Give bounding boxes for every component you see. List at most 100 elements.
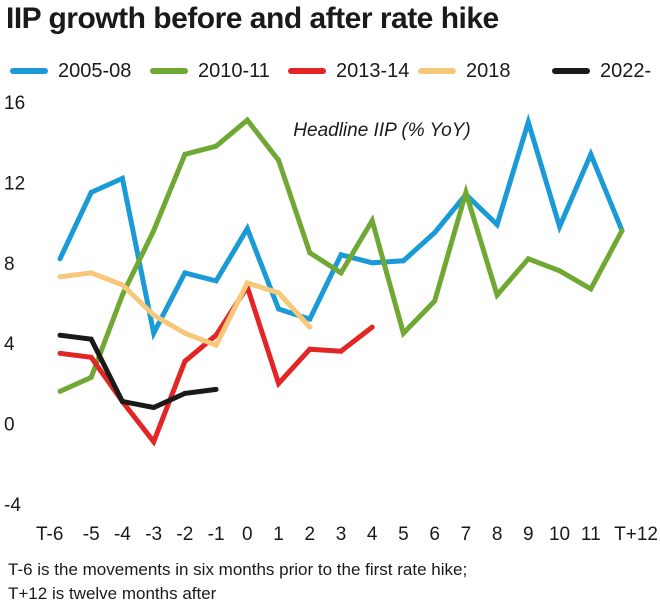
- x-tick-label: 11: [581, 524, 601, 545]
- x-tick-label: 8: [492, 524, 503, 545]
- x-tick-label: 5: [398, 524, 409, 545]
- y-tick-label: -4: [4, 495, 21, 516]
- data-point-2022: [57, 332, 63, 338]
- data-point-2013-14: [369, 324, 375, 330]
- y-tick-label: 12: [4, 173, 25, 194]
- data-point-2005-08: [432, 230, 438, 236]
- series-line-2022: [59, 332, 217, 411]
- data-point-2005-08: [88, 189, 94, 195]
- data-point-2022: [182, 390, 188, 396]
- legend-swatch-2018: [418, 68, 456, 74]
- data-point-2018: [213, 342, 219, 348]
- data-point-2010-11: [463, 189, 469, 195]
- legend-label-2005-08: 2005-08: [58, 59, 132, 82]
- x-tick-label: 6: [429, 524, 440, 545]
- y-tick-label: 0: [4, 415, 15, 436]
- y-tick-label: 8: [4, 254, 15, 275]
- footnote: T-6 is the movements in six months prior…: [8, 558, 467, 606]
- x-tick-label: -2: [176, 524, 193, 545]
- x-tick-label: 10: [549, 524, 570, 545]
- legend-item-2022: 2022-: [552, 56, 651, 86]
- data-point-2010-11: [432, 298, 438, 304]
- data-point-2013-14: [182, 358, 188, 364]
- data-point-2010-11: [557, 268, 563, 274]
- x-tick-label: -1: [208, 524, 225, 545]
- legend-label-2018: 2018: [466, 59, 511, 82]
- data-point-2018: [88, 270, 94, 276]
- x-tick-label: 2: [304, 524, 315, 545]
- x-tick-label: 4: [367, 524, 378, 545]
- data-point-2013-14: [338, 348, 344, 354]
- x-tick-label: 1: [273, 524, 284, 545]
- data-point-2005-08: [307, 316, 313, 322]
- series-2018: [57, 270, 313, 349]
- data-point-2010-11: [400, 330, 406, 336]
- legend-swatch-2005-08: [10, 68, 48, 74]
- data-point-2022: [213, 386, 219, 392]
- data-point-2013-14: [213, 332, 219, 338]
- data-point-2005-08: [213, 278, 219, 284]
- data-point-2018: [307, 324, 313, 330]
- data-point-2018: [57, 274, 63, 280]
- legend-item-2013-14: 2013-14: [288, 56, 409, 86]
- chart-legend: 2005-08 2010-11 2013-14 2018 2022-: [0, 56, 660, 86]
- data-point-2010-11: [88, 374, 94, 380]
- data-point-2005-08: [57, 256, 63, 262]
- data-point-2005-08: [557, 224, 563, 230]
- data-point-2010-11: [244, 117, 250, 123]
- footnote-line-2: T+12 is twelve months after: [8, 584, 217, 603]
- data-point-2005-08: [338, 252, 344, 258]
- chart-title: IIP growth before and after rate hike: [6, 2, 499, 35]
- x-tick-label: -4: [114, 524, 131, 545]
- data-point-2005-08: [400, 258, 406, 264]
- legend-swatch-2010-11: [150, 68, 188, 74]
- data-point-2010-11: [588, 286, 594, 292]
- data-point-2018: [119, 282, 125, 288]
- data-point-2013-14: [151, 439, 157, 445]
- data-point-2010-11: [182, 151, 188, 157]
- legend-item-2005-08: 2005-08: [10, 56, 131, 86]
- data-point-2010-11: [151, 228, 157, 234]
- data-point-2010-11: [494, 292, 500, 298]
- x-tick-label: 3: [336, 524, 347, 545]
- data-point-2022: [119, 399, 125, 404]
- x-tick-label: -3: [145, 524, 162, 545]
- data-point-2005-08: [119, 175, 125, 181]
- data-point-2010-11: [338, 270, 344, 276]
- y-tick-label: 16: [4, 93, 25, 114]
- data-point-2005-08: [182, 270, 188, 276]
- legend-swatch-2022: [552, 68, 590, 74]
- chart-annotation: Headline IIP (% YoY): [293, 120, 470, 141]
- data-point-2010-11: [57, 388, 63, 394]
- x-tick-label: 7: [461, 524, 472, 545]
- legend-swatch-2013-14: [288, 68, 326, 74]
- series-lines: [57, 113, 625, 447]
- data-point-2018: [244, 280, 250, 286]
- series-2022: [57, 332, 219, 411]
- legend-item-2010-11: 2010-11: [150, 56, 270, 86]
- y-tick-label: 4: [4, 334, 15, 355]
- data-point-2005-08: [525, 119, 531, 125]
- data-point-2010-11: [276, 157, 282, 163]
- legend-label-2013-14: 2013-14: [336, 59, 410, 82]
- x-tick-label: T+12: [614, 524, 658, 545]
- data-point-2018: [151, 312, 157, 318]
- footnote-line-1: T-6 is the movements in six months prior…: [8, 560, 468, 579]
- data-point-2018: [276, 290, 282, 296]
- data-point-2010-11: [369, 218, 375, 224]
- data-point-2010-11: [619, 228, 625, 234]
- x-tick-label: 0: [242, 524, 253, 545]
- y-axis: -4 0 4 8 12 16: [4, 93, 25, 516]
- x-tick-label: -5: [83, 524, 100, 545]
- legend-item-2018: 2018: [418, 56, 511, 86]
- data-point-2005-08: [494, 222, 500, 228]
- series-line-2013-14: [59, 281, 374, 447]
- data-point-2022: [151, 405, 157, 410]
- legend-label-2010-11: 2010-11: [198, 59, 270, 82]
- data-point-2022: [88, 336, 94, 342]
- data-point-2005-08: [151, 330, 157, 336]
- data-point-2005-08: [369, 260, 375, 266]
- x-tick-label: T-6: [36, 524, 63, 545]
- data-point-2013-14: [57, 350, 63, 356]
